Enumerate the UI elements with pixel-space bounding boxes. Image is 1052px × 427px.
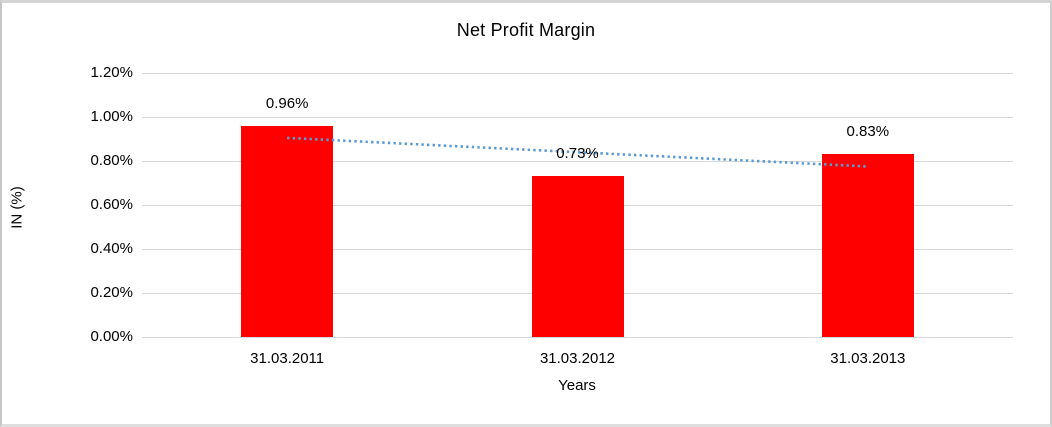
gridline — [142, 73, 1013, 74]
bar-series — [2, 3, 1050, 424]
y-axis-ticks: 0.00% 0.20% 0.40% 0.60% 0.80% 1.00% 1.20% — [2, 3, 1050, 424]
x-axis-ticks: 31.03.2011 31.03.2012 31.03.2013 — [2, 3, 1050, 424]
chart-title: Net Profit Margin — [456, 20, 596, 40]
y-tick-label: 0.60% — [90, 196, 133, 213]
y-tick-label: 0.20% — [90, 284, 133, 301]
bar-31.03.2012 — [531, 176, 624, 337]
y-tick-label: 1.20% — [90, 64, 133, 81]
data-label-31.03.2011: 0.96% — [265, 94, 309, 112]
x-tick-label: 31.03.2011 — [250, 350, 325, 367]
y-tick-label: 0.00% — [90, 328, 133, 345]
bar-31.03.2013 — [821, 154, 914, 337]
x-tick-label: 31.03.2013 — [830, 350, 906, 367]
x-tick-label: 31.03.2012 — [539, 350, 616, 367]
data-label-31.03.2012: 0.73% — [556, 145, 599, 163]
y-tick-label: 0.40% — [90, 240, 133, 257]
gridline — [142, 117, 1013, 118]
y-tick-label: 0.80% — [90, 152, 133, 169]
data-labels-layer: 0.96% 0.73% 0.83% — [2, 3, 1050, 424]
x-axis-title: Years — [558, 377, 596, 394]
data-label-31.03.2013: 0.83% — [846, 123, 890, 141]
y-tick-label: 1.00% — [90, 108, 133, 125]
gridline — [142, 337, 1013, 338]
